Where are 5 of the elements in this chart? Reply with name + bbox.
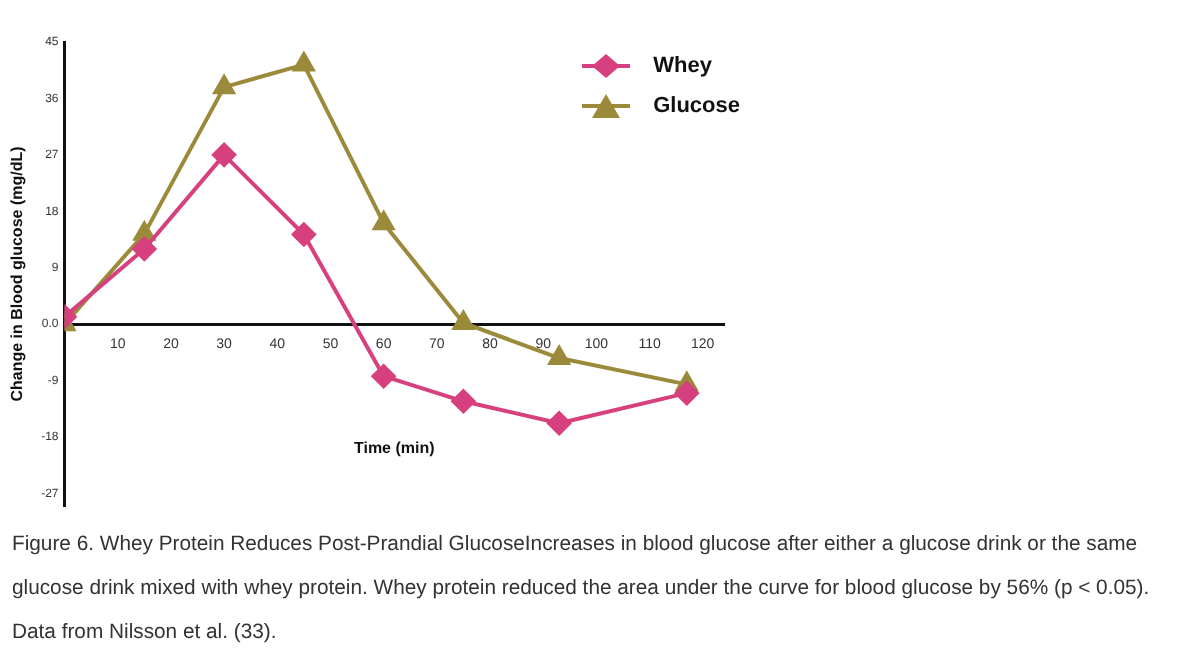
legend-label: Glucose xyxy=(653,92,740,122)
y-axis-title: Change in Blood glucose (mg/dL) xyxy=(8,145,27,402)
x-axis-title: Time (min) xyxy=(353,438,436,457)
caption: Figure 6. Whey Protein Reduces Post-Prandial GlucoseIncreases in blood glucose after either a glucose drink or the same glucose drink mixed with whey protein. Whey protein reduced the area under the curve for blood glucose by 56% (p < 0.05). Data from Nilsson et al. (33). xyxy=(12,532,1152,648)
legend-label: Whey xyxy=(653,52,712,82)
